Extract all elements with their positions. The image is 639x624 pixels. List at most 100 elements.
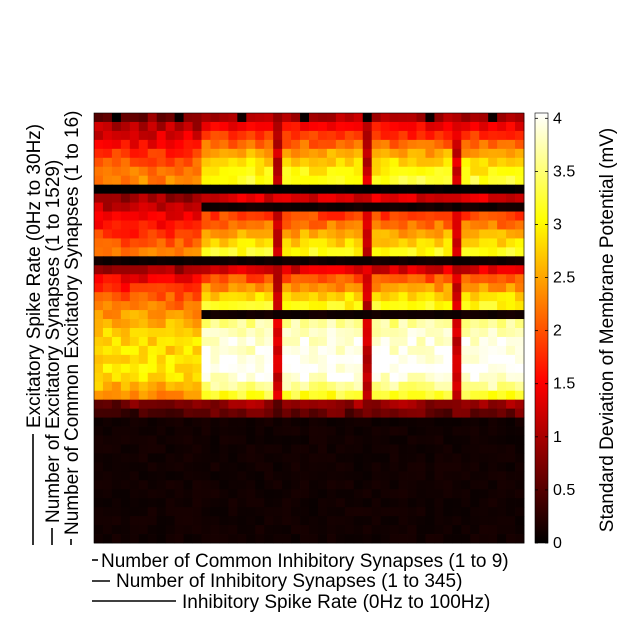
heatmap-cell	[425, 363, 435, 374]
x-axis-label-common-inhibitory: Number of Common Inhibitory Synapses (1 …	[101, 551, 509, 572]
heatmap-cell	[461, 229, 471, 239]
heatmap-cell	[255, 211, 265, 221]
heatmap-cell	[210, 381, 220, 392]
heatmap-cell	[201, 390, 211, 401]
heatmap-cell	[398, 480, 408, 490]
heatmap-cell	[94, 265, 104, 275]
heatmap-cell	[94, 247, 104, 257]
heatmap-cell	[497, 157, 507, 168]
heatmap-cell	[344, 516, 355, 526]
heatmap-cell	[326, 328, 337, 338]
heatmap-cell	[183, 462, 193, 472]
heatmap-cell	[317, 121, 328, 132]
heatmap-cell	[246, 175, 256, 186]
heatmap-cell	[300, 130, 310, 141]
heatmap-cell	[246, 354, 256, 365]
heatmap-cell	[282, 265, 292, 275]
heatmap-cell	[102, 372, 113, 383]
heatmap-cell	[470, 202, 480, 212]
heatmap-cell	[228, 301, 238, 311]
heatmap-cell	[129, 184, 140, 195]
heatmap-cell	[255, 444, 265, 454]
heatmap-cell	[470, 345, 480, 356]
heatmap-cell	[282, 211, 292, 221]
heatmap-cell	[452, 202, 462, 212]
heatmap-cell	[282, 193, 292, 203]
heatmap-cell	[147, 247, 158, 257]
heatmap-cell	[335, 247, 346, 257]
heatmap-cell	[156, 498, 167, 508]
heatmap-cell	[138, 471, 149, 481]
heatmap-cell	[326, 113, 337, 123]
heatmap-cell	[309, 166, 319, 177]
heatmap-cell	[192, 516, 202, 526]
heatmap-cell	[282, 471, 292, 481]
heatmap-cell	[147, 310, 158, 320]
heatmap-cell	[228, 516, 238, 526]
heatmap-cell	[165, 534, 176, 544]
heatmap-cell	[111, 480, 122, 490]
heatmap-cell	[326, 193, 337, 203]
heatmap-cell	[506, 301, 516, 311]
heatmap-cell	[201, 130, 211, 141]
heatmap-cell	[156, 265, 167, 275]
heatmap-cell	[120, 184, 131, 195]
heatmap-cell	[398, 166, 408, 177]
heatmap-cell	[255, 220, 265, 230]
heatmap-cell	[129, 426, 140, 436]
heatmap-cell	[416, 211, 426, 221]
heatmap-cell	[210, 354, 220, 365]
heatmap-cell	[479, 283, 489, 293]
heatmap-cell	[309, 319, 319, 329]
heatmap-cell	[237, 381, 247, 392]
heatmap-cell	[371, 202, 382, 212]
heatmap-cell	[425, 426, 435, 436]
heatmap-cell	[300, 381, 310, 392]
heatmap-cell	[156, 256, 167, 266]
heatmap-cell	[371, 453, 382, 463]
heatmap-cell	[380, 462, 391, 472]
heatmap-cell	[317, 507, 328, 517]
heatmap-cell	[407, 480, 417, 490]
heatmap-cell	[488, 516, 498, 526]
heatmap-cell	[192, 372, 202, 383]
heatmap-cell	[129, 229, 140, 239]
heatmap-cell	[335, 489, 346, 499]
heatmap-cell	[273, 130, 283, 141]
heatmap-cell	[335, 354, 346, 365]
heatmap-cell	[452, 435, 462, 445]
heatmap-cell	[317, 193, 328, 203]
heatmap-cell	[210, 274, 220, 284]
heatmap-cell	[300, 525, 310, 535]
heatmap-cell	[219, 139, 229, 150]
heatmap-cell	[156, 336, 167, 347]
heatmap-cell	[452, 462, 462, 472]
heatmap-cell	[192, 310, 202, 320]
heatmap-cell	[309, 148, 319, 159]
heatmap-cell	[291, 229, 301, 239]
heatmap-cell	[255, 283, 265, 293]
heatmap-cell	[156, 238, 167, 248]
heatmap-cell	[273, 363, 283, 374]
heatmap-cell	[470, 462, 480, 472]
heatmap-cell	[183, 301, 193, 311]
heatmap-cell	[389, 435, 399, 445]
heatmap-cell	[183, 157, 193, 168]
heatmap-cell	[326, 184, 337, 195]
heatmap-cell	[479, 507, 489, 517]
heatmap-cell	[228, 453, 238, 463]
heatmap-cell	[398, 193, 408, 203]
heatmap-cell	[497, 247, 507, 257]
heatmap-cell	[94, 489, 104, 499]
heatmap-cell	[111, 229, 122, 239]
heatmap-cell	[147, 256, 158, 266]
heatmap-cell	[309, 354, 319, 365]
heatmap-cell	[300, 202, 310, 212]
heatmap-cell	[246, 121, 256, 132]
heatmap-cell	[156, 507, 167, 517]
heatmap-cell	[479, 292, 489, 302]
heatmap-cell	[255, 372, 265, 383]
heatmap-cell	[111, 166, 122, 177]
heatmap-cell	[183, 381, 193, 392]
